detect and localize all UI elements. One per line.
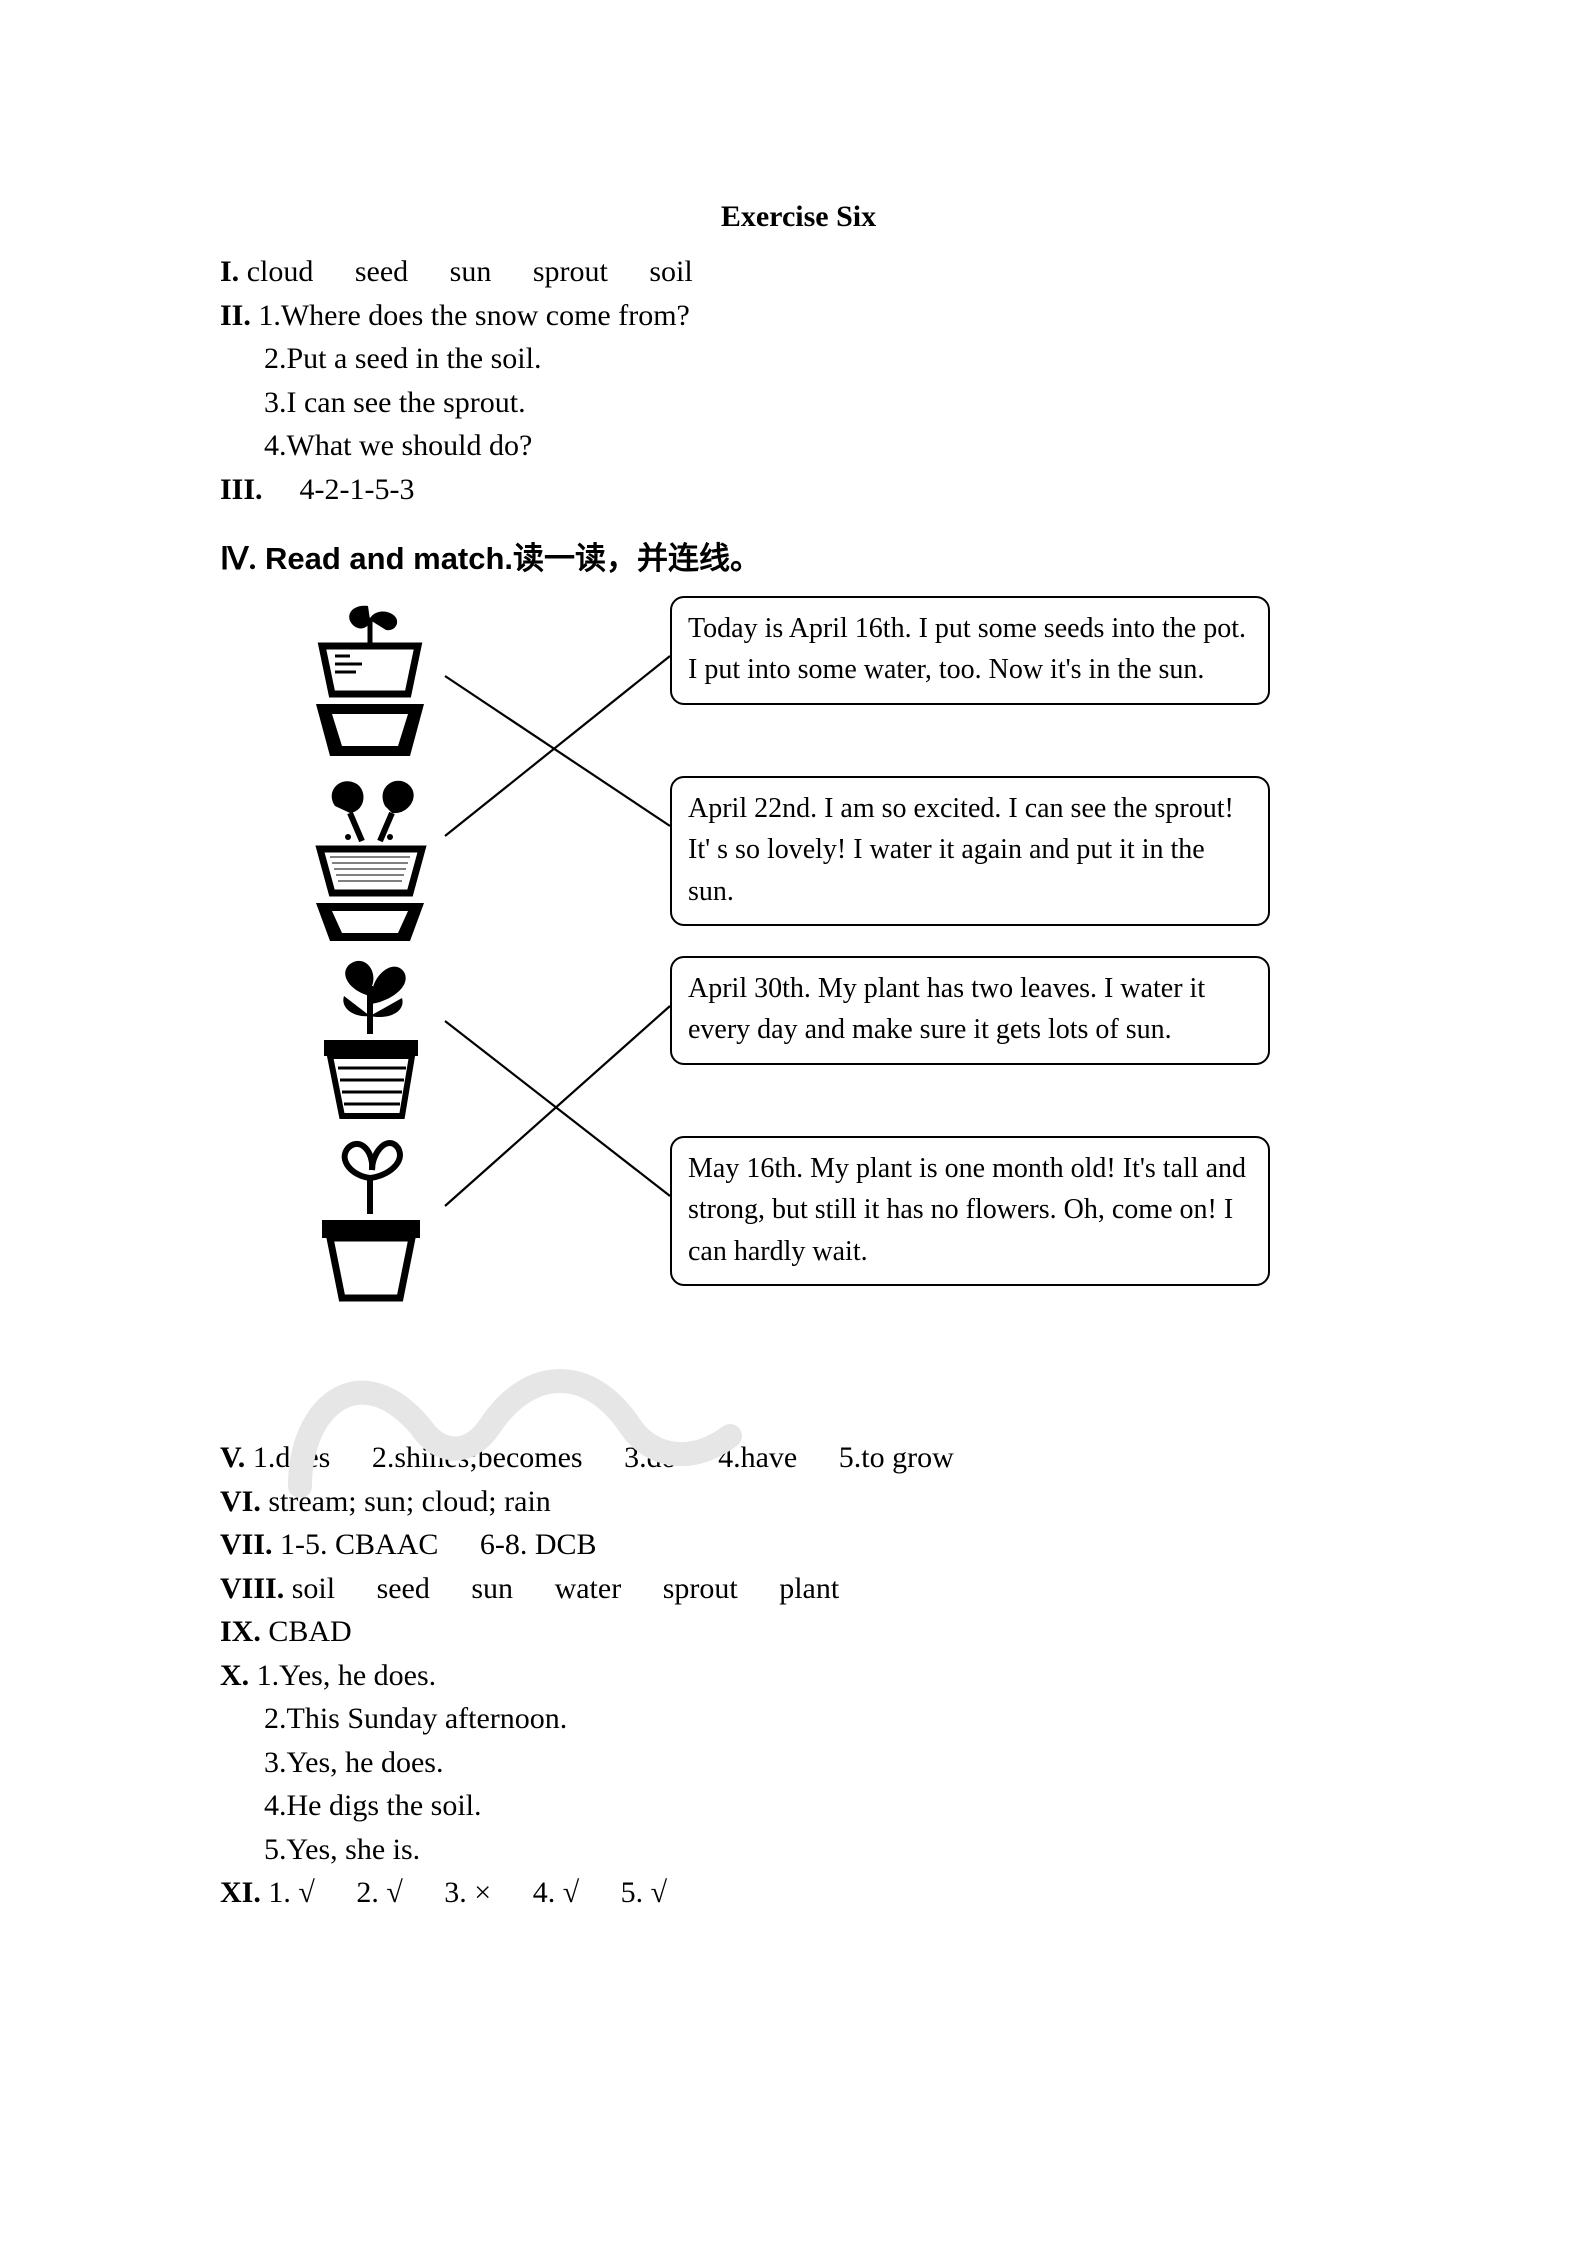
section-8-word: water — [555, 1572, 622, 1605]
match-textbox-4: May 16th. My plant is one month old! It'… — [670, 1136, 1270, 1286]
pot-image-4 — [290, 1136, 450, 1316]
section-1-word: seed — [355, 255, 408, 288]
section-2-item: 3.I can see the sprout. — [220, 381, 1377, 425]
section-5-rn: V. — [220, 1441, 245, 1474]
section-8-word: sprout — [663, 1572, 738, 1605]
section-11-item: 3. × — [444, 1876, 491, 1909]
section-5-item: 2.shines;becomes — [372, 1441, 583, 1474]
section-10-rn: X. — [220, 1659, 249, 1692]
section-5: V. 1.does 2.shines;becomes 3.do 4.have 5… — [220, 1436, 1377, 1480]
pot-image-3 — [290, 956, 450, 1136]
section-7-part: 1-5. CBAAC — [280, 1528, 438, 1561]
match-line — [445, 1021, 670, 1196]
section-5-item: 1.does — [253, 1441, 331, 1474]
section-1-word: sun — [450, 255, 492, 288]
match-area: Today is April 16th. I put some seeds in… — [220, 586, 1280, 1336]
section-8-word: plant — [779, 1572, 839, 1605]
section-2-item: 4.What we should do? — [220, 424, 1377, 468]
section-8-word: seed — [377, 1572, 430, 1605]
match-textbox-1: Today is April 16th. I put some seeds in… — [670, 596, 1270, 705]
match-line — [445, 656, 670, 836]
section-5-item: 3.do — [624, 1441, 677, 1474]
section-2-line: II. 1.Where does the snow come from? — [220, 294, 1377, 338]
section-10-item: 5.Yes, she is. — [220, 1828, 1377, 1872]
exercise-title: Exercise Six — [220, 200, 1377, 234]
section-6-text: stream; sun; cloud; rain — [268, 1485, 550, 1518]
section-10-item: 4.He digs the soil. — [220, 1784, 1377, 1828]
section-10-item: 3.Yes, he does. — [220, 1741, 1377, 1785]
match-line — [445, 676, 670, 826]
section-6-rn: VI. — [220, 1485, 261, 1518]
section-3: III. 4-2-1-5-3 — [220, 468, 1377, 512]
section-11-item: 2. √ — [356, 1876, 402, 1909]
page: Exercise Six I. cloud seed sun sprout so… — [0, 0, 1587, 2245]
section-1-word: cloud — [247, 255, 314, 288]
match-textbox-2: April 22nd. I am so excited. I can see t… — [670, 776, 1270, 926]
section-10-line: X. 1.Yes, he does. — [220, 1654, 1377, 1698]
section-7: VII. 1-5. CBAAC 6-8. DCB — [220, 1523, 1377, 1567]
pot-image-1 — [290, 596, 450, 766]
section-8-word: sun — [471, 1572, 513, 1605]
section-11: XI. 1. √ 2. √ 3. × 4. √ 5. √ — [220, 1871, 1377, 1915]
section-6: VI. stream; sun; cloud; rain — [220, 1480, 1377, 1524]
section-5-item: 5.to grow — [839, 1441, 954, 1474]
match-line — [445, 1006, 670, 1206]
section-10-item: 1.Yes, he does. — [257, 1659, 436, 1692]
section-1-rn: I. — [220, 255, 239, 288]
section-3-rn: III. — [220, 473, 263, 506]
section-11-item: 4. √ — [533, 1876, 579, 1909]
section-3-text: 4-2-1-5-3 — [300, 473, 415, 506]
section-11-item: 5. √ — [621, 1876, 667, 1909]
section-1-word: soil — [649, 255, 692, 288]
section-8-rn: VIII. — [220, 1572, 284, 1605]
section-2-rn: II. — [220, 299, 251, 332]
section-1: I. cloud seed sun sprout soil — [220, 250, 1377, 294]
section-4-title: Read and match.读一读，并连线。 — [265, 541, 761, 576]
section-9-rn: IX. — [220, 1615, 261, 1648]
section-9: IX. CBAD — [220, 1610, 1377, 1654]
section-1-word: sprout — [533, 255, 608, 288]
section-10-item: 2.This Sunday afternoon. — [220, 1697, 1377, 1741]
match-textbox-3: April 30th. My plant has two leaves. I w… — [670, 956, 1270, 1065]
section-4-heading: Ⅳ. Read and match.读一读，并连线。 — [220, 533, 1377, 578]
pot-image-2 — [290, 771, 450, 951]
section-2-item: 1.Where does the snow come from? — [258, 299, 690, 332]
section-11-item: 1. √ — [268, 1876, 314, 1909]
section-9-text: CBAD — [268, 1615, 351, 1648]
section-5-item: 4.have — [718, 1441, 797, 1474]
section-4-rn: Ⅳ. — [220, 541, 256, 576]
section-8: VIII. soil seed sun water sprout plant — [220, 1567, 1377, 1611]
section-7-part: 6-8. DCB — [480, 1528, 597, 1561]
section-8-word: soil — [292, 1572, 335, 1605]
section-7-rn: VII. — [220, 1528, 273, 1561]
section-2-item: 2.Put a seed in the soil. — [220, 337, 1377, 381]
section-11-rn: XI. — [220, 1876, 261, 1909]
